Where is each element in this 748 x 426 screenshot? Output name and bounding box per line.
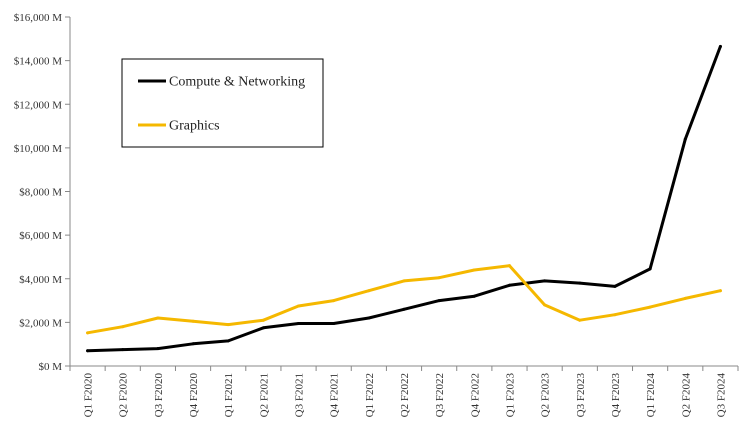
x-tick-label: Q2 F2020	[118, 373, 130, 418]
data-point-graphics	[472, 268, 476, 272]
y-tick-label: $8,000 M	[19, 187, 62, 199]
x-tick-label: Q3 F2022	[434, 373, 446, 417]
data-point-graphics	[121, 325, 125, 329]
x-tick-label: Q4 F2020	[188, 373, 200, 418]
x-tick-label: Q3 F2020	[153, 373, 165, 418]
data-point-compute-networking	[156, 347, 160, 351]
data-point-graphics	[86, 331, 90, 335]
series-lines	[86, 44, 722, 353]
data-point-graphics	[543, 303, 547, 307]
y-tick-label: $0 M	[38, 361, 62, 373]
y-tick-label: $6,000 M	[19, 230, 62, 242]
data-point-compute-networking	[226, 339, 230, 343]
data-point-graphics	[226, 323, 230, 327]
data-point-graphics	[367, 289, 371, 293]
data-point-compute-networking	[437, 299, 441, 303]
y-tick-label: $4,000 M	[19, 274, 62, 286]
x-tick-label: Q1 F2020	[83, 373, 95, 418]
data-point-graphics	[261, 318, 265, 322]
data-point-compute-networking	[578, 281, 582, 285]
legend-box	[121, 58, 324, 148]
data-point-compute-networking	[121, 348, 125, 352]
data-point-compute-networking	[543, 279, 547, 283]
data-point-compute-networking	[332, 321, 336, 325]
data-point-graphics	[683, 296, 687, 300]
legend-label-compute-networking: Compute & Networking	[169, 75, 305, 90]
data-point-compute-networking	[402, 307, 406, 311]
data-point-compute-networking	[683, 137, 687, 141]
data-point-compute-networking	[367, 316, 371, 320]
legend: Compute & Networking Graphics	[121, 58, 324, 148]
data-point-graphics	[297, 304, 301, 308]
x-tick-label: Q3 F2023	[575, 373, 587, 418]
data-point-graphics	[402, 279, 406, 283]
series-line-graphics	[86, 264, 722, 335]
data-point-graphics	[648, 305, 652, 309]
y-tick-label: $10,000 M	[14, 143, 63, 155]
data-point-compute-networking	[613, 284, 617, 288]
x-tick-label: Q4 F2021	[329, 373, 341, 417]
data-point-graphics	[437, 276, 441, 280]
x-tick-label: Q3 F2024	[715, 373, 727, 418]
data-point-graphics	[191, 319, 195, 323]
data-point-compute-networking	[86, 349, 90, 353]
data-point-compute-networking	[191, 342, 195, 346]
y-tick-label: $14,000 M	[14, 56, 63, 68]
data-point-compute-networking	[507, 283, 511, 287]
data-point-graphics	[156, 316, 160, 320]
x-tick-label: Q2 F2023	[540, 373, 552, 418]
x-tick-label: Q1 F2024	[645, 373, 657, 418]
data-point-compute-networking	[648, 267, 652, 271]
y-tick-label: $12,000 M	[14, 99, 63, 111]
x-tick-label: Q1 F2021	[223, 373, 235, 417]
data-point-compute-networking	[261, 326, 265, 330]
x-axis: Q1 F2020 Q2 F2020 Q3 F2020 Q4 F2020 Q1 F2021…	[69, 365, 739, 418]
data-point-graphics	[332, 299, 336, 303]
y-tick-label: $2,000 M	[19, 317, 62, 329]
data-point-graphics	[613, 313, 617, 317]
x-tick-label: Q1 F2023	[504, 373, 516, 418]
data-point-graphics	[718, 289, 722, 293]
data-point-graphics	[578, 318, 582, 322]
x-tick-label: Q2 F2024	[680, 373, 692, 418]
y-tick-label: $16,000 M	[14, 12, 63, 24]
data-point-graphics	[507, 264, 511, 268]
x-tick-label: Q2 F2022	[399, 373, 411, 417]
x-tick-label: Q3 F2021	[294, 373, 306, 417]
legend-label-graphics: Graphics	[169, 119, 220, 134]
data-point-compute-networking	[472, 294, 476, 298]
x-tick-label: Q4 F2023	[610, 373, 622, 418]
x-tick-label: Q4 F2022	[469, 373, 481, 417]
y-axis: $0 M $2,000 M $4,000 M $6,000 M $8,000 M $10,…	[14, 12, 71, 373]
x-tick-label: Q2 F2021	[258, 373, 270, 417]
x-tick-label: Q1 F2022	[364, 373, 376, 417]
data-point-compute-networking	[297, 321, 301, 325]
data-point-compute-networking	[718, 44, 722, 48]
